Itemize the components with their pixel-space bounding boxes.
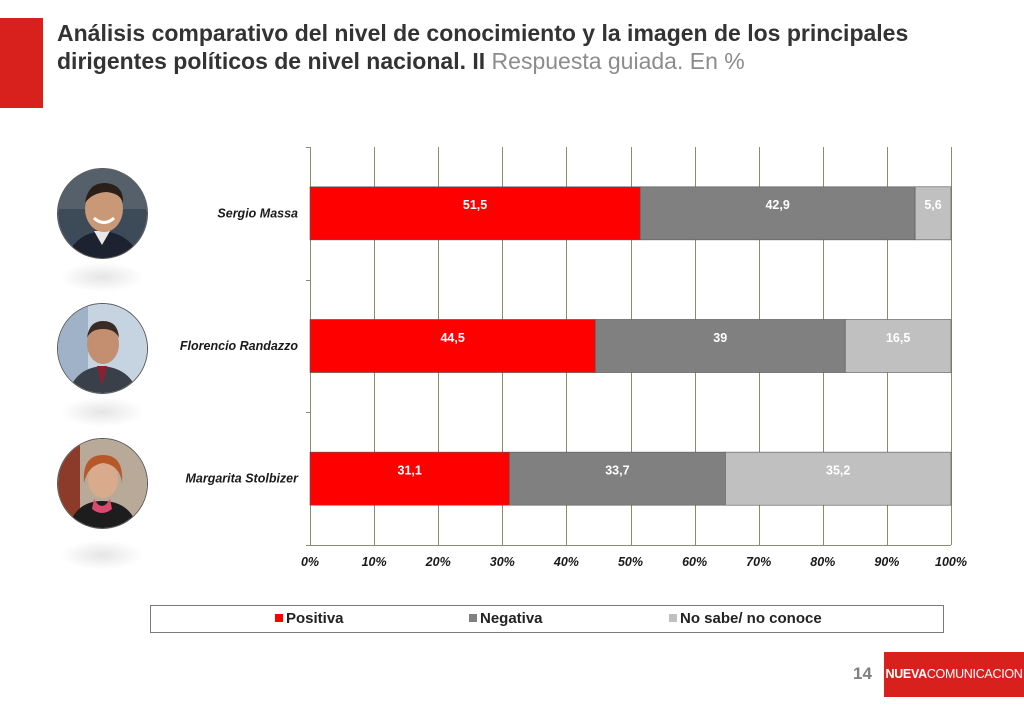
bar-negativa xyxy=(639,186,916,241)
x-tick-label: 90% xyxy=(874,555,899,569)
legend-item-negativa: Negativa xyxy=(469,610,543,627)
data-label: 39 xyxy=(713,331,727,345)
category-label: Margarita Stolbizer xyxy=(185,472,299,486)
legend-label-positiva: Positiva xyxy=(286,610,344,627)
data-label: 51,5 xyxy=(463,198,487,212)
bar-positiva xyxy=(309,319,596,373)
bar-no-sabe-no-conoce xyxy=(844,319,952,373)
x-tick-label: 0% xyxy=(301,555,319,569)
x-tick-label: 80% xyxy=(810,555,835,569)
x-tick-label: 60% xyxy=(682,555,707,569)
brand-logo-bold: NUEVA xyxy=(885,667,927,681)
legend-swatch-no-sabe xyxy=(669,614,677,623)
category-label: Sergio Massa xyxy=(217,206,298,220)
data-label: 16,5 xyxy=(886,331,910,345)
legend-label-no-sabe: No sabe/ no conoce xyxy=(680,610,822,627)
photo-shadow xyxy=(60,540,144,570)
bar-no-sabe-no-conoce xyxy=(725,451,952,506)
page-title: Análisis comparativo del nivel de conoci… xyxy=(57,19,1007,75)
data-label: 44,5 xyxy=(440,331,464,345)
margarita-stolbizer-photo xyxy=(57,438,148,529)
data-label: 42,9 xyxy=(765,198,789,212)
x-tick-label: 50% xyxy=(618,555,643,569)
photo-shadow xyxy=(60,262,144,292)
photo-shadow xyxy=(60,397,144,427)
page-number: 14 xyxy=(853,664,872,683)
category-label: Florencio Randazzo xyxy=(180,339,298,353)
title-subtitle: Respuesta guiada. En % xyxy=(491,48,745,74)
legend-swatch-negativa xyxy=(469,614,477,623)
bar-negativa xyxy=(594,319,846,373)
data-label: 35,2 xyxy=(826,463,850,477)
data-label: 33,7 xyxy=(605,463,629,477)
x-tick-label: 70% xyxy=(746,555,771,569)
x-tick-label: 40% xyxy=(553,555,579,569)
legend-item-positiva: Positiva xyxy=(275,610,344,627)
portrait-stolbizer-icon xyxy=(58,439,147,528)
header-accent-block xyxy=(0,18,43,108)
legend-item-no-sabe: No sabe/ no conoce xyxy=(669,610,822,627)
x-tick-label: 20% xyxy=(425,555,451,569)
brand-logo-rest: COMUNICACION xyxy=(926,667,1023,681)
chart-legend: Positiva Negativa No sabe/ no conoce xyxy=(150,605,944,633)
bar-no-sabe-no-conoce xyxy=(914,186,952,241)
bar-positiva xyxy=(309,186,641,241)
legend-label-negativa: Negativa xyxy=(480,610,543,627)
x-tick-label: 100% xyxy=(935,555,967,569)
bar-negativa xyxy=(509,451,726,506)
data-label: 31,1 xyxy=(398,463,422,477)
x-tick-label: 10% xyxy=(362,555,387,569)
x-tick-label: 30% xyxy=(490,555,515,569)
title-text: Análisis comparativo del nivel de conoci… xyxy=(57,20,909,74)
data-label: 5,6 xyxy=(924,198,941,212)
brand-logo: NUEVACOMUNICACION xyxy=(884,652,1024,697)
legend-swatch-positiva xyxy=(275,614,283,623)
bar-positiva xyxy=(309,451,510,506)
